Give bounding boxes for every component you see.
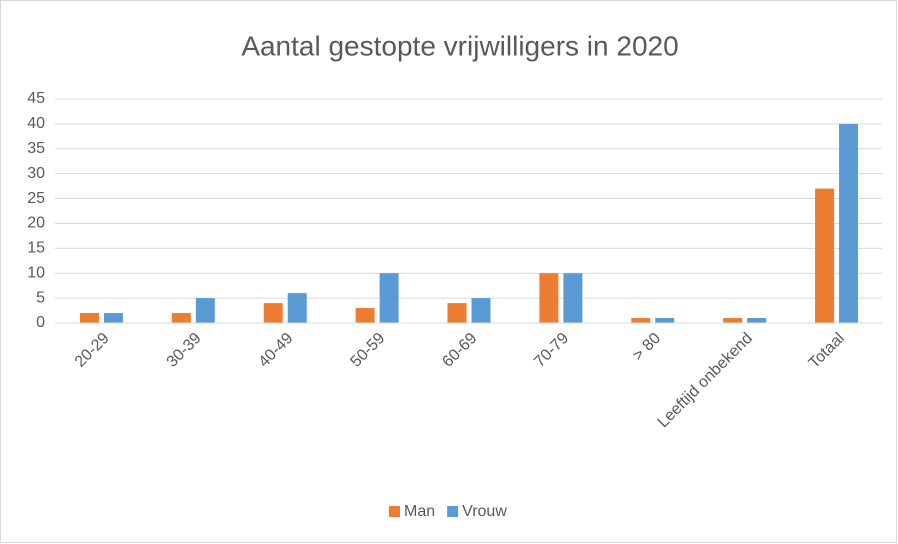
bar bbox=[287, 293, 307, 323]
chart-title: Aantal gestopte vrijwilligers in 2020 bbox=[241, 30, 678, 61]
y-tick-label: 20 bbox=[27, 215, 45, 232]
bar bbox=[447, 303, 467, 323]
y-tick-label: 35 bbox=[27, 140, 45, 157]
bar bbox=[747, 318, 767, 323]
legend-label: Vrouw bbox=[462, 503, 507, 520]
bar bbox=[195, 298, 215, 323]
y-tick-label: 45 bbox=[27, 90, 45, 107]
y-tick-label: 15 bbox=[27, 240, 45, 257]
y-tick-label: 0 bbox=[36, 314, 45, 331]
legend-swatch bbox=[447, 506, 459, 517]
bar bbox=[171, 313, 191, 323]
bar bbox=[723, 318, 743, 323]
y-tick-label: 5 bbox=[36, 289, 45, 306]
bar bbox=[103, 313, 123, 323]
bar bbox=[79, 313, 99, 323]
y-tick-label: 10 bbox=[27, 264, 45, 281]
bar bbox=[839, 123, 859, 323]
y-tick-label: 30 bbox=[27, 165, 45, 182]
bar bbox=[631, 318, 651, 323]
bar bbox=[263, 303, 283, 323]
legend-swatch bbox=[389, 506, 400, 517]
bar bbox=[563, 273, 583, 323]
y-tick-label: 25 bbox=[27, 190, 45, 207]
legend-label: Man bbox=[404, 503, 435, 520]
bar bbox=[355, 308, 375, 323]
bar bbox=[815, 188, 835, 323]
bar bbox=[539, 273, 559, 323]
bar bbox=[655, 318, 675, 323]
y-tick-label: 40 bbox=[27, 115, 45, 132]
bar bbox=[379, 273, 399, 323]
bar bbox=[471, 298, 491, 323]
